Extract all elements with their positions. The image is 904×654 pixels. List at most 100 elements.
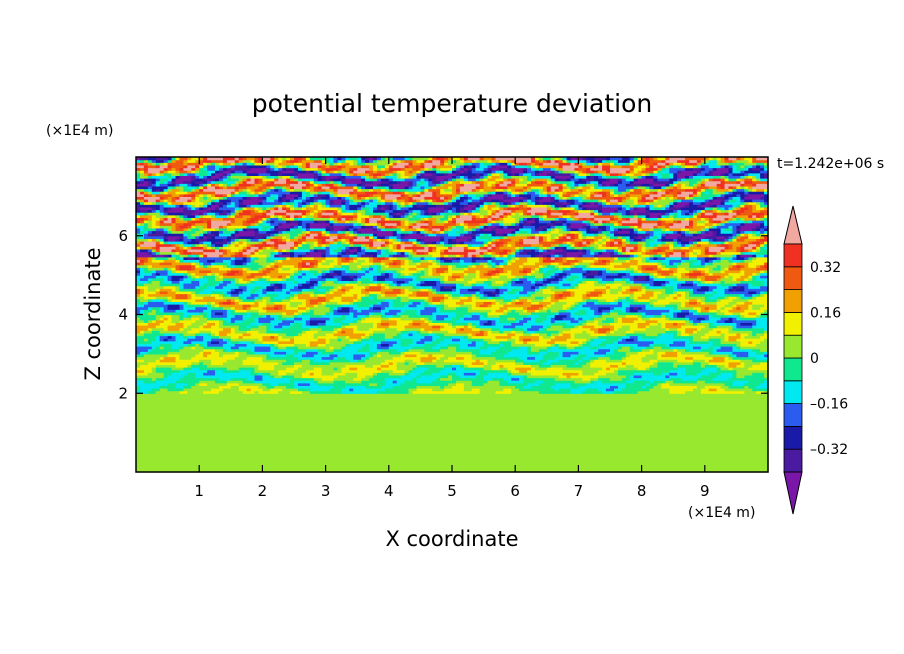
heatmap-cell: [282, 437, 287, 442]
heatmap-cell: [151, 409, 157, 413]
heatmap-cell: [716, 469, 722, 473]
heatmap-cell: [519, 458, 524, 463]
heatmap-cell: [519, 411, 524, 415]
heatmap-cell: [238, 401, 244, 405]
heatmap-cell: [266, 416, 271, 421]
heatmap-cell: [495, 461, 500, 465]
heatmap-cell: [511, 437, 516, 442]
heatmap-cell: [570, 409, 576, 413]
heatmap-cell: [388, 445, 394, 449]
heatmap-cell: [294, 395, 299, 400]
heatmap-cell: [246, 448, 252, 452]
heatmap-cell: [420, 456, 425, 460]
heatmap-cell: [582, 419, 587, 423]
heatmap-cell: [151, 416, 157, 421]
heatmap-cell: [499, 456, 504, 460]
heatmap-cell: [179, 419, 184, 423]
heatmap-cell: [203, 395, 208, 400]
heatmap-cell: [511, 451, 516, 455]
heatmap-cell: [574, 416, 579, 421]
heatmap-cell: [708, 395, 714, 400]
heatmap-cell: [704, 403, 710, 407]
heatmap-cell: [455, 422, 461, 426]
heatmap-cell: [373, 414, 378, 418]
heatmap-cell: [361, 458, 366, 463]
heatmap-cell: [432, 414, 437, 418]
heatmap-cell: [463, 411, 469, 415]
heatmap-cell: [353, 456, 358, 460]
heatmap-cell: [353, 416, 358, 421]
heatmap-cell: [459, 469, 465, 473]
heatmap-cell: [692, 443, 698, 447]
heatmap-cell: [756, 414, 761, 418]
heatmap-cell: [207, 456, 212, 460]
heatmap-cell: [649, 435, 655, 439]
heatmap-cell: [345, 458, 350, 463]
heatmap-cell: [195, 411, 200, 415]
heatmap-cell: [136, 445, 141, 449]
heatmap-cell: [301, 414, 307, 418]
heatmap-cell: [432, 451, 437, 455]
heatmap-cell: [760, 401, 765, 405]
heatmap-cell: [645, 406, 651, 410]
heatmap-cell: [147, 453, 153, 457]
heatmap-cell: [590, 464, 595, 468]
heatmap-cell: [301, 398, 307, 402]
heatmap-cell: [602, 416, 607, 421]
heatmap-cell: [199, 419, 204, 423]
heatmap-cell: [428, 456, 433, 460]
heatmap-cell: [278, 411, 283, 415]
heatmap-cell: [171, 458, 177, 463]
heatmap-cell: [404, 456, 410, 460]
heatmap-cell: [669, 448, 674, 452]
heatmap-cell: [455, 435, 461, 439]
heatmap-cell: [637, 422, 643, 426]
heatmap-cell: [444, 414, 449, 418]
heatmap-cell: [325, 437, 331, 442]
heatmap-cell: [566, 461, 572, 465]
heatmap-cell: [242, 443, 248, 447]
heatmap-cell: [167, 422, 173, 426]
heatmap-cell: [404, 395, 410, 400]
heatmap-cell: [546, 395, 552, 400]
heatmap-cell: [203, 461, 208, 465]
heatmap-cell: [246, 419, 252, 423]
heatmap-cell: [645, 395, 651, 400]
heatmap-cell: [546, 401, 552, 405]
heatmap-cell: [404, 398, 410, 402]
heatmap-cell: [689, 445, 694, 449]
heatmap-cell: [665, 430, 670, 434]
heatmap-cell: [681, 403, 686, 407]
heatmap-cell: [270, 406, 275, 410]
heatmap-cell: [179, 456, 184, 460]
heatmap-cell: [459, 401, 465, 405]
heatmap-cell: [282, 401, 287, 405]
heatmap-cell: [744, 403, 749, 407]
heatmap-cell: [444, 443, 449, 447]
heatmap-cell: [621, 403, 627, 407]
heatmap-cell: [136, 403, 141, 407]
heatmap-cell: [598, 445, 603, 449]
heatmap-cell: [696, 395, 702, 400]
heatmap-cell: [349, 451, 354, 455]
heatmap-cell: [550, 437, 556, 442]
heatmap-cell: [329, 432, 335, 436]
heatmap-cell: [313, 409, 319, 413]
heatmap-cell: [305, 419, 311, 423]
heatmap-cell: [511, 458, 516, 463]
heatmap-cell: [617, 448, 623, 452]
heatmap-cell: [602, 448, 607, 452]
heatmap-cell: [337, 427, 342, 431]
heatmap-cell: [523, 466, 528, 470]
heatmap-cell: [629, 424, 635, 428]
heatmap-cell: [147, 403, 153, 407]
heatmap-cell: [689, 403, 694, 407]
heatmap-cell: [353, 427, 358, 431]
heatmap-cell: [365, 453, 370, 457]
heatmap-cell: [286, 437, 291, 442]
heatmap-cell: [448, 422, 453, 426]
heatmap-cell: [396, 409, 402, 413]
heatmap-cell: [412, 453, 418, 457]
heatmap-cell: [764, 409, 769, 413]
heatmap-cell: [653, 440, 658, 444]
